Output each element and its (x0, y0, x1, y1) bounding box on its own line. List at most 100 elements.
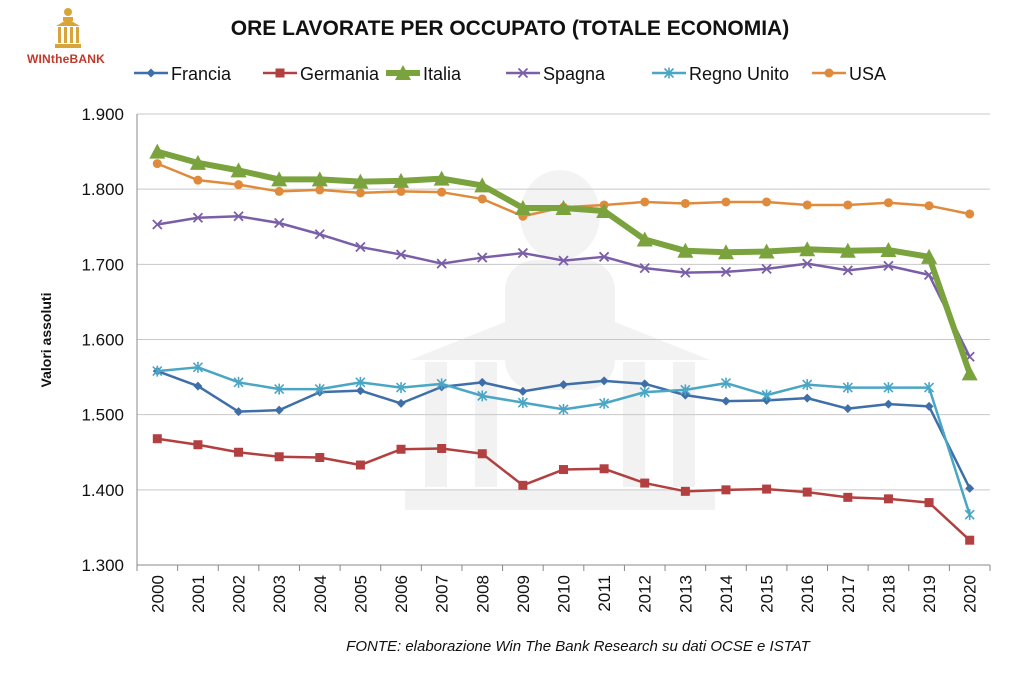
data-point-italia (352, 173, 369, 189)
data-point-germania (274, 452, 284, 462)
data-point-usa (680, 198, 690, 208)
y-tick-label: 1.600 (81, 331, 124, 350)
data-point-francia (883, 399, 893, 409)
data-point-germania (152, 434, 162, 444)
data-point-italia (393, 172, 410, 188)
legend-label: Germania (300, 64, 380, 84)
legend-label: Italia (423, 64, 462, 84)
data-point-spagna (598, 251, 610, 262)
data-point-usa (152, 159, 162, 169)
data-point-italia (555, 199, 572, 215)
data-point-germania (843, 492, 853, 502)
legend-label: Spagna (543, 64, 606, 84)
data-point-regno-unito (883, 382, 894, 394)
data-point-francia (193, 381, 203, 391)
x-tick-label: 2004 (311, 575, 330, 613)
y-tick-labels: 1.300 1.400 1.500 1.600 1.700 1.800 1.900 (81, 105, 124, 575)
data-point-usa (802, 200, 812, 210)
x-tick-label: 2000 (148, 575, 167, 613)
data-point-regno-unito (355, 376, 366, 388)
x-tick-label: 2003 (270, 575, 289, 613)
data-point-italia (636, 231, 653, 247)
data-point-regno-unito (558, 403, 569, 415)
legend-swatch-marker (824, 68, 834, 78)
series-regno-unito (152, 361, 975, 521)
data-point-usa (965, 209, 975, 219)
data-point-francia (518, 386, 528, 396)
data-point-germania (599, 464, 609, 474)
y-axis-label: Valori assoluti (38, 293, 54, 388)
x-tick-label: 2007 (433, 575, 452, 613)
data-point-italia (921, 248, 938, 264)
x-tick-label: 2006 (392, 575, 411, 613)
y-tick-label: 1.500 (81, 406, 124, 425)
data-point-usa (437, 187, 447, 197)
data-point-usa (274, 186, 284, 196)
data-point-italia (839, 242, 856, 258)
x-tick-label: 2009 (514, 575, 533, 613)
legend-item-italia: Italia (386, 64, 462, 84)
chart-legend: Francia Germania Italia Spagna Regno Unito US… (134, 64, 886, 84)
data-point-regno-unito (964, 509, 975, 521)
data-point-francia (477, 377, 487, 387)
data-point-spagna (761, 263, 772, 274)
data-point-usa (477, 194, 487, 204)
data-point-spagna (395, 249, 407, 260)
data-point-germania (883, 494, 893, 504)
data-point-germania (477, 449, 487, 459)
data-point-spagna (639, 262, 650, 274)
y-tick-label: 1.900 (81, 105, 124, 124)
data-point-spagna (152, 219, 163, 230)
legend-swatch-marker (275, 68, 285, 78)
chart-series (149, 143, 978, 545)
legend-label: USA (849, 64, 886, 84)
data-point-italia (474, 177, 491, 193)
data-point-germania (924, 498, 934, 508)
data-point-italia (596, 202, 613, 218)
data-point-germania (315, 453, 325, 463)
x-tick-label: 2019 (920, 575, 939, 613)
series-germania (152, 434, 975, 545)
data-point-francia (843, 404, 853, 414)
data-point-usa (883, 198, 893, 208)
data-point-francia (924, 401, 934, 411)
logo-building-icon (55, 8, 81, 48)
series-francia (152, 366, 975, 493)
x-tick-label: 2010 (555, 575, 574, 613)
data-point-usa (315, 185, 325, 195)
data-point-spagna (436, 258, 447, 269)
data-point-usa (193, 175, 203, 185)
data-point-spagna (720, 266, 732, 277)
data-point-italia (433, 170, 450, 186)
data-point-spagna (558, 255, 569, 266)
data-point-francia (274, 405, 284, 415)
data-point-regno-unito (842, 382, 853, 394)
data-point-regno-unito (233, 376, 244, 388)
x-tick-label: 2002 (230, 575, 249, 613)
data-point-italia (758, 243, 775, 259)
data-point-francia (396, 398, 406, 408)
data-point-regno-unito (395, 382, 407, 394)
data-point-italia (149, 143, 166, 159)
legend-swatch-marker (395, 65, 411, 80)
data-point-germania (640, 478, 650, 488)
legend-item-germania: Germania (263, 64, 380, 84)
data-point-spagna (517, 247, 529, 259)
data-point-usa (924, 201, 934, 211)
data-point-germania (355, 460, 365, 470)
data-point-germania (437, 443, 447, 453)
data-point-usa (234, 180, 244, 190)
data-point-spagna (883, 260, 894, 271)
data-point-italia (271, 171, 288, 187)
data-point-italia (311, 171, 328, 187)
data-point-germania (518, 480, 528, 490)
y-tick-label: 1.400 (81, 481, 124, 500)
data-point-regno-unito (761, 389, 772, 401)
series-spagna (152, 211, 975, 362)
x-tick-label: 2015 (758, 575, 777, 613)
data-point-regno-unito (802, 379, 813, 391)
data-point-francia (965, 483, 975, 493)
data-point-germania (762, 484, 772, 494)
data-point-regno-unito (477, 390, 488, 402)
